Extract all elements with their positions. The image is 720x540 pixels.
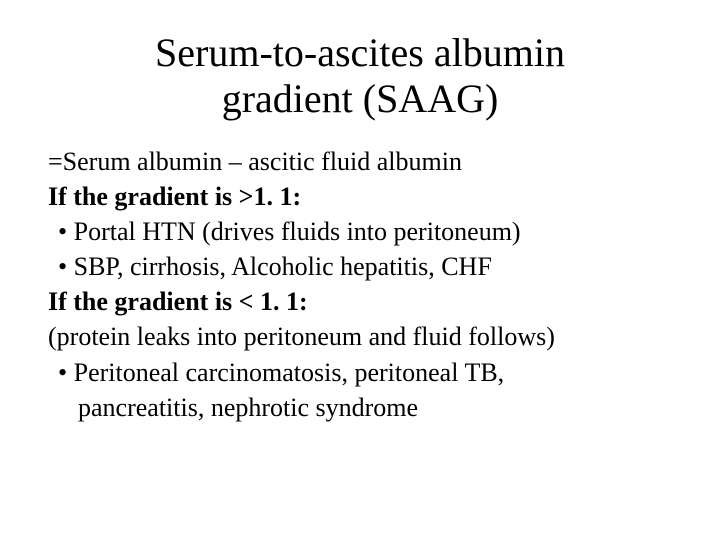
body-line-formula: =Serum albumin – ascitic fluid albumin [48,144,672,179]
body-bullet-portal-htn: Portal HTN (drives fluids into peritoneu… [48,214,672,249]
body-bullet-peritoneal: Peritoneal carcinomatosis, peritoneal TB… [48,355,672,390]
slide-title: Serum-to-ascites albumin gradient (SAAG) [48,30,672,122]
body-bullet-sbp: SBP, cirrhosis, Alcoholic hepatitis, CHF [48,249,672,284]
slide: Serum-to-ascites albumin gradient (SAAG)… [0,0,720,540]
body-line-high-heading: If the gradient is >1. 1: [48,179,672,214]
slide-body: =Serum albumin – ascitic fluid albumin I… [48,144,672,425]
body-line-low-heading: If the gradient is < 1. 1: [48,284,672,319]
body-line-protein-leak: (protein leaks into peritoneum and fluid… [48,319,672,354]
body-bullet-peritoneal-cont: pancreatitis, nephrotic syndrome [48,390,672,425]
title-line-2: gradient (SAAG) [222,76,499,121]
title-line-1: Serum-to-ascites albumin [155,30,565,75]
